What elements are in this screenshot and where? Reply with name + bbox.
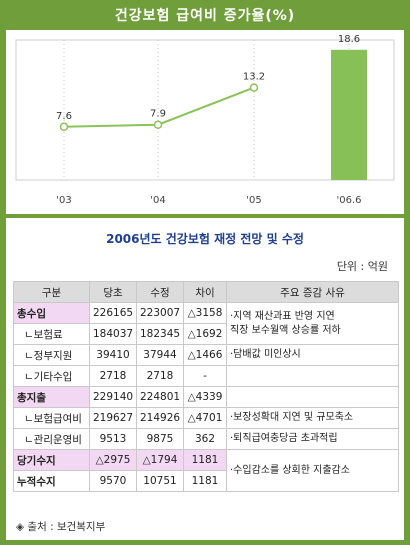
reason-cell-empty — [226, 386, 399, 408]
header-category: 구분 — [13, 281, 90, 303]
table-title: 2006년도 건강보험 재정 전망 및 수정 — [106, 232, 304, 246]
row-category: ㄴ보험급여비 — [13, 407, 90, 429]
bar — [331, 49, 367, 180]
x-tick-label: '06.6 — [336, 195, 361, 206]
original-value: 184037 — [89, 323, 137, 345]
table-panel: 2006년도 건강보험 재정 전망 및 수정 단위 : 억원 구분 당초 수정 … — [6, 218, 404, 540]
table-row: 누적수지 9570 10751 1181 — [13, 470, 399, 492]
header-revised: 수정 — [136, 281, 184, 303]
difference-value: 1181 — [183, 449, 227, 471]
unit-label: 단위 : 억원 — [336, 260, 388, 273]
revised-value: 37944 — [136, 344, 184, 366]
finance-table: 구분 당초 수정 차이 주요 증감 사유 총수입 226165 223007 △… — [13, 281, 399, 492]
reason-cell: ·보장성확대 지연 및 규모축소 — [226, 407, 399, 429]
table-row: 당기수지 △2975 △1794 1181 ·수입감소를 상회한 지출감소 — [13, 449, 399, 492]
difference-value: △4701 — [183, 407, 227, 429]
reason-cell: ·퇴직급여충당금 초과적립 — [226, 428, 399, 450]
x-tick-label: '03 — [56, 195, 71, 206]
original-value: 229140 — [89, 386, 137, 408]
original-value: 219627 — [89, 407, 137, 429]
difference-value: △4339 — [183, 386, 227, 408]
row-category: 총지출 — [13, 386, 90, 408]
original-value: 9513 — [89, 428, 137, 450]
difference-value: - — [183, 365, 227, 387]
row-category: 총수입 — [13, 302, 90, 324]
x-tick-label: '05 — [246, 195, 261, 206]
revised-value: 9875 — [136, 428, 184, 450]
header-reason: 주요 증감 사유 — [226, 281, 399, 303]
revised-value: 223007 — [136, 302, 184, 324]
original-value: 39410 — [89, 344, 137, 366]
revised-value: 224801 — [136, 386, 184, 408]
data-label: 18.6 — [338, 34, 360, 45]
difference-value: △1692 — [183, 323, 227, 345]
row-category: 당기수지 — [13, 449, 90, 471]
data-point — [249, 83, 259, 92]
table-row: ㄴ보험료 184037 182345 △1692 — [13, 323, 399, 345]
growth-rate-chart: 7.6 7.9 13.2 18.6 '03 '04 '05 '06.6 — [15, 34, 395, 206]
table-header-row: 구분 당초 수정 차이 주요 증감 사유 — [13, 281, 399, 303]
data-label: 7.9 — [150, 109, 166, 120]
revised-value: 10751 — [136, 470, 184, 492]
difference-value: △3158 — [183, 302, 227, 324]
source-note: ◈ 출처 : 보건복지부 — [16, 521, 106, 533]
data-label: 7.6 — [56, 111, 72, 122]
row-category: ㄴ관리운영비 — [13, 428, 90, 450]
table-row: ㄴ정부지원 39410 37944 △1466 ·담배값 미인상시 — [13, 344, 399, 366]
reason-cell-empty — [226, 365, 399, 387]
reason-cell: ·담배값 미인상시 — [226, 344, 399, 366]
data-point — [153, 120, 163, 129]
row-category: ㄴ보험료 — [13, 323, 90, 345]
original-value: △2975 — [89, 449, 137, 471]
table-row: ㄴ보험급여비 219627 214926 △4701 ·보장성확대 지연 및 규… — [13, 407, 399, 429]
original-value: 9570 — [89, 470, 137, 492]
revised-value: 214926 — [136, 407, 184, 429]
chart-panel: 7.6 7.9 13.2 18.6 '03 '04 '05 '06.6 — [6, 30, 404, 214]
table-row: 총지출 229140 224801 △4339 — [13, 386, 399, 408]
table-row: ㄴ기타수입 2718 2718 - — [13, 365, 399, 387]
data-label: 13.2 — [243, 72, 265, 83]
header-original: 당초 — [89, 281, 137, 303]
original-value: 226165 — [89, 302, 137, 324]
revised-value: 182345 — [136, 323, 184, 345]
row-category: ㄴ정부지원 — [13, 344, 90, 366]
table-row: ㄴ관리운영비 9513 9875 362 ·퇴직급여충당금 초과적립 — [13, 428, 399, 450]
difference-value: 362 — [183, 428, 227, 450]
original-value: 2718 — [89, 365, 137, 387]
data-point — [59, 122, 69, 132]
header-difference: 차이 — [183, 281, 227, 303]
x-tick-label: '04 — [150, 195, 165, 206]
difference-value: △1466 — [183, 344, 227, 366]
difference-value: 1181 — [183, 470, 227, 492]
chart-title: 건강보험 급여비 증가율(%) — [114, 8, 296, 24]
revised-value: △1794 — [136, 449, 184, 471]
row-category: 누적수지 — [13, 470, 90, 492]
table-row: 총수입 226165 223007 △3158 ·지역 재산과표 반영 지연 직… — [13, 302, 399, 345]
reason-cell: ·지역 재산과표 반영 지연 직장 보수월액 상승률 저하 — [226, 302, 399, 345]
row-category: ㄴ기타수입 — [13, 365, 90, 387]
reason-cell: ·수입감소를 상회한 지출감소 — [226, 449, 399, 492]
revised-value: 2718 — [136, 365, 184, 387]
